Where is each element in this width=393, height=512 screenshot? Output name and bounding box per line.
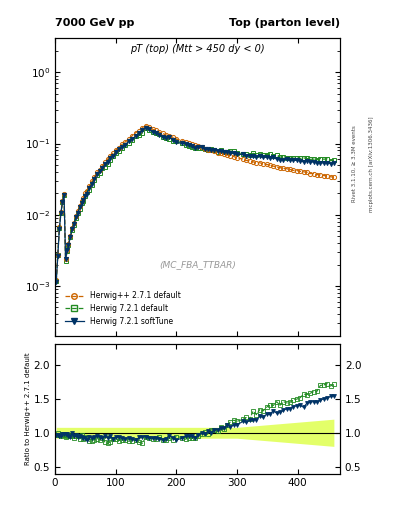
Text: (MC_FBA_TTBAR): (MC_FBA_TTBAR) (159, 260, 236, 269)
Text: Top (parton level): Top (parton level) (229, 18, 340, 28)
Y-axis label: Ratio to Herwig++ 2.7.1 default: Ratio to Herwig++ 2.7.1 default (25, 353, 31, 465)
Text: mcplots.cern.ch [arXiv:1306.3436]: mcplots.cern.ch [arXiv:1306.3436] (369, 116, 375, 211)
Legend: Herwig++ 2.7.1 default, Herwig 7.2.1 default, Herwig 7.2.1 softTune: Herwig++ 2.7.1 default, Herwig 7.2.1 def… (62, 288, 184, 329)
Text: 7000 GeV pp: 7000 GeV pp (55, 18, 134, 28)
Text: Rivet 3.1.10, ≥ 3.3M events: Rivet 3.1.10, ≥ 3.3M events (352, 125, 357, 202)
Text: pT (top) (Mtt > 450 dy < 0): pT (top) (Mtt > 450 dy < 0) (130, 45, 265, 54)
